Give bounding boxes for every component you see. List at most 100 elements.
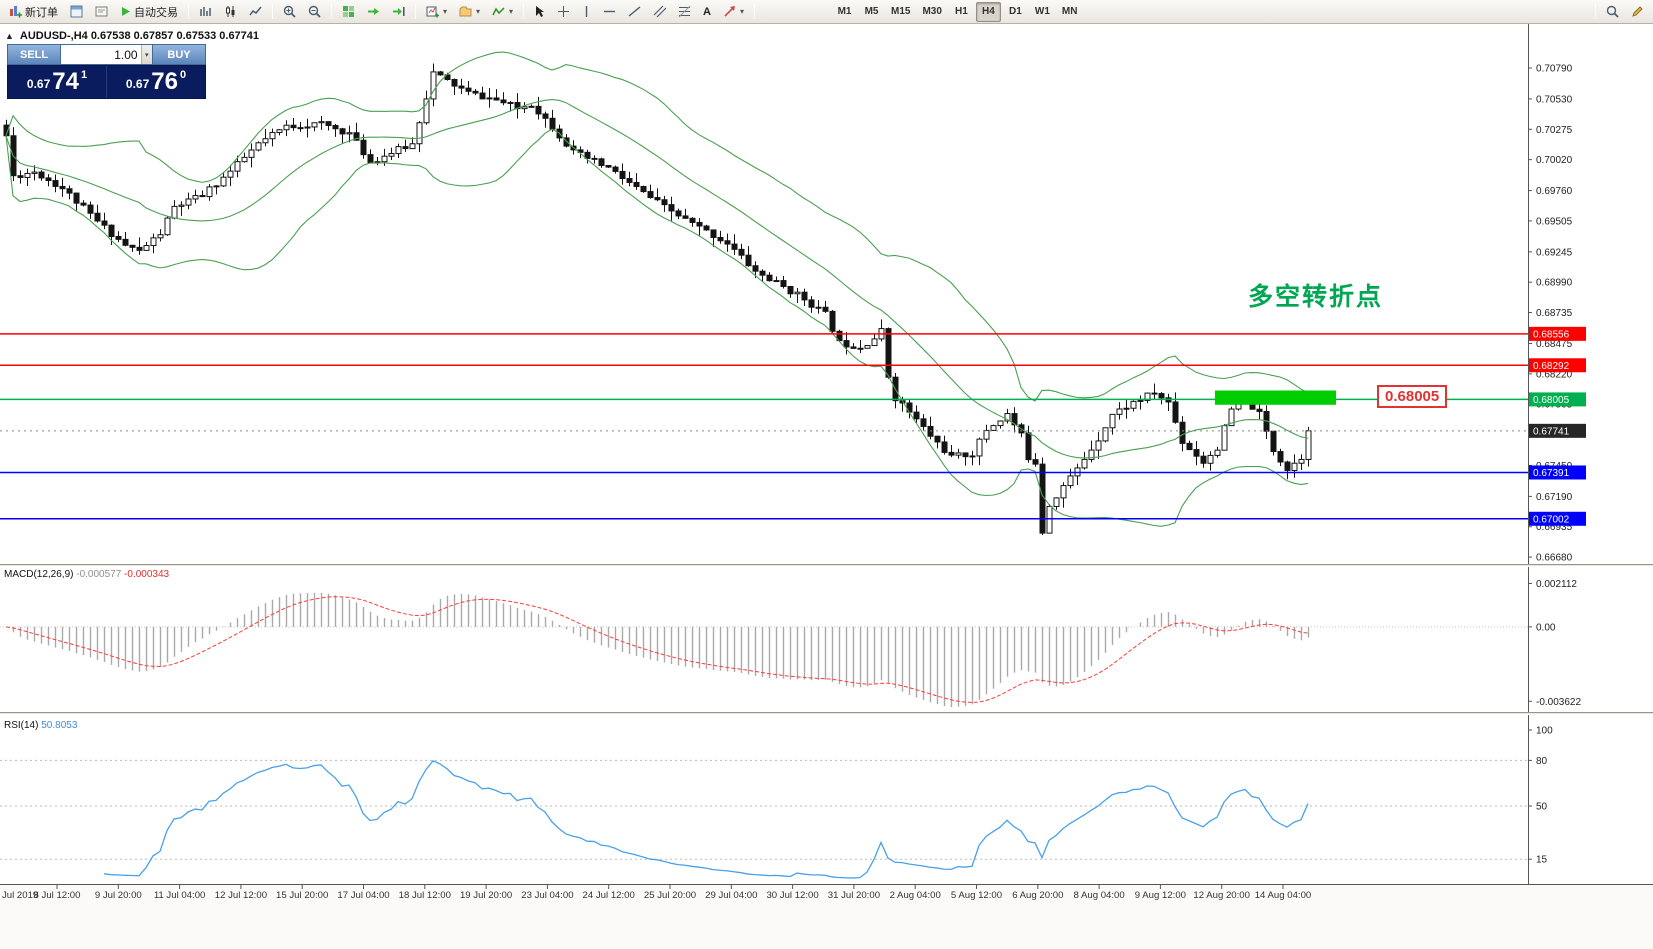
new-order-button[interactable]: 新订单: [4, 2, 63, 22]
svg-text:0.67741: 0.67741: [1533, 426, 1570, 437]
indicators-icon: [492, 5, 505, 18]
arrow-object-icon: [723, 5, 736, 18]
zoom-out-icon: [308, 5, 321, 18]
timeframe-m5-button[interactable]: M5: [864, 6, 879, 17]
chart-shift-icon: [392, 5, 405, 18]
buy-price-display[interactable]: 0.67 76 0: [107, 66, 205, 98]
edit-button[interactable]: [1626, 2, 1649, 22]
new-chart-icon: [426, 5, 439, 18]
toolbar-separator: [523, 4, 525, 19]
svg-text:17 Jul 04:00: 17 Jul 04:00: [337, 890, 389, 901]
dropdown-caret-icon: ▾: [476, 7, 481, 16]
price-divider: [106, 66, 107, 98]
candlestick-chart-button[interactable]: [219, 2, 242, 22]
turning-point-annotation: 多空转折点: [1248, 283, 1384, 311]
volume-field: ▾: [61, 44, 152, 65]
toolbar-right-group: [1592, 2, 1649, 22]
svg-text:9 Aug 12:00: 9 Aug 12:00: [1135, 890, 1186, 901]
toolbar-separator: [331, 4, 332, 19]
volume-dropdown-icon[interactable]: ▾: [140, 45, 152, 64]
svg-text:-0.003622: -0.003622: [1536, 697, 1581, 708]
svg-text:50: 50: [1536, 802, 1548, 813]
macd-main-value: -0.000577: [76, 569, 122, 580]
timeframe-m15-button[interactable]: M15: [891, 6, 911, 17]
channel-tool-button[interactable]: [648, 2, 671, 22]
zoom-out-button[interactable]: [303, 2, 326, 22]
toolbar-separator: [1595, 4, 1596, 19]
indicators-button[interactable]: ▾: [487, 2, 518, 22]
chart-shift-button[interactable]: [387, 2, 410, 22]
timeframe-m30-button[interactable]: M30: [922, 6, 942, 17]
channel-icon: [653, 5, 667, 18]
timeframe-w1-button[interactable]: W1: [1034, 6, 1050, 17]
svg-text:25 Jul 20:00: 25 Jul 20:00: [644, 890, 696, 901]
svg-text:8 Aug 04:00: 8 Aug 04:00: [1073, 890, 1124, 901]
toolbar-separator: [188, 4, 189, 19]
crosshair-tool-button[interactable]: [552, 2, 575, 22]
buy-price-small: 0.67: [125, 76, 150, 91]
chart-window-button[interactable]: [65, 2, 88, 22]
volume-input[interactable]: [61, 45, 141, 64]
svg-text:0.70790: 0.70790: [1536, 64, 1573, 75]
sell-button[interactable]: SELL: [7, 44, 61, 65]
symbol-ohlc-header: ▲ AUDUSD-,H4 0.67538 0.67857 0.67533 0.6…: [5, 30, 259, 42]
vertical-line-tool-button[interactable]: [577, 2, 596, 22]
timeframe-d1-button[interactable]: D1: [1009, 6, 1022, 17]
profiles-button[interactable]: ▾: [454, 2, 485, 22]
candlestick-chart-icon: [224, 5, 237, 18]
svg-text:100: 100: [1536, 726, 1553, 737]
price-chart-canvas[interactable]: 0.70790 0.70530 0.70275 0.70020 0.69760 0.695…: [0, 24, 1653, 949]
profiles-folder-icon: [459, 5, 472, 18]
zoom-in-button[interactable]: [278, 2, 301, 22]
timeframe-h4-button[interactable]: H4: [975, 1, 1001, 22]
new-chart-button[interactable]: ▾: [421, 2, 452, 22]
sell-price-display[interactable]: 0.67 74 1: [8, 66, 106, 98]
horizontal-line-tool-button[interactable]: [598, 2, 621, 22]
svg-text:0.66680: 0.66680: [1536, 553, 1573, 564]
auto-trading-button[interactable]: 自动交易: [115, 2, 183, 22]
search-button[interactable]: [1601, 2, 1624, 22]
arrows-tool-button[interactable]: ▾: [718, 2, 749, 22]
buy-price-sup: 0: [179, 69, 187, 81]
svg-text:0.68990: 0.68990: [1536, 278, 1573, 289]
buy-button[interactable]: BUY: [152, 44, 206, 65]
svg-text:23 Jul 04:00: 23 Jul 04:00: [521, 890, 573, 901]
svg-text:0.68005: 0.68005: [1533, 395, 1570, 406]
text-tool-button[interactable]: A: [698, 2, 716, 22]
svg-text:0.70020: 0.70020: [1536, 155, 1573, 166]
svg-text:15 Jul 20:00: 15 Jul 20:00: [276, 890, 328, 901]
one-click-trading-panel: SELL ▾ BUY 0.67 74 1 0.67 76 0: [7, 44, 206, 99]
vertical-line-icon: [582, 5, 591, 18]
timeframe-h1-button[interactable]: H1: [955, 6, 968, 17]
auto-trading-label: 自动交易: [134, 6, 178, 19]
search-icon: [1606, 5, 1619, 18]
auto-scroll-button[interactable]: [362, 2, 385, 22]
terminal-button[interactable]: [90, 2, 113, 22]
zoom-in-icon: [283, 5, 296, 18]
cursor-tool-button[interactable]: [529, 2, 550, 22]
toolbar-separator: [415, 4, 416, 19]
timeframe-m1-button[interactable]: M1: [837, 6, 852, 17]
svg-text:14 Aug 04:00: 14 Aug 04:00: [1255, 890, 1312, 901]
tile-windows-button[interactable]: [337, 2, 360, 22]
chart-window-icon: [70, 5, 83, 18]
terminal-icon: [95, 5, 108, 18]
trendline-tool-button[interactable]: [623, 2, 646, 22]
svg-text:0.67002: 0.67002: [1533, 514, 1570, 525]
auto-scroll-icon: [367, 5, 380, 18]
svg-text:15: 15: [1536, 855, 1548, 866]
trade-panel-toggle[interactable]: ▲: [5, 31, 14, 41]
sell-price-big: 74: [52, 68, 79, 95]
svg-text:0.68220: 0.68220: [1536, 369, 1573, 380]
fibonacci-tool-button[interactable]: [673, 2, 696, 22]
svg-text:8 Jul 12:00: 8 Jul 12:00: [34, 890, 81, 901]
svg-text:19 Jul 20:00: 19 Jul 20:00: [460, 890, 512, 901]
bar-chart-button[interactable]: [194, 2, 217, 22]
svg-text:30 Jul 12:00: 30 Jul 12:00: [766, 890, 818, 901]
svg-text:29 Jul 04:00: 29 Jul 04:00: [705, 890, 757, 901]
timeframe-mn-button[interactable]: MN: [1061, 6, 1078, 17]
svg-text:0.66935: 0.66935: [1536, 522, 1573, 533]
line-chart-button[interactable]: [244, 2, 267, 22]
text-icon: A: [703, 5, 711, 18]
svg-text:0.69760: 0.69760: [1536, 186, 1573, 197]
